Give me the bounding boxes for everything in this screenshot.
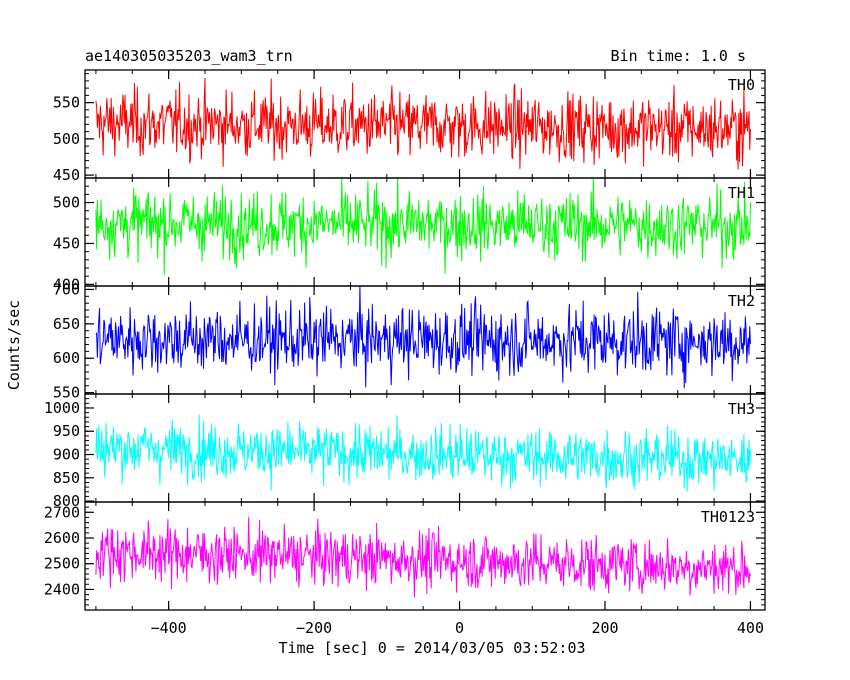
y-tick-label: 500 [53,130,80,148]
panel-label: TH1 [728,184,755,202]
y-tick-label: 2400 [44,580,80,598]
y-tick-label: 950 [53,422,80,440]
y-tick-label: 700 [53,280,80,298]
y-tick-label: 800 [53,492,80,510]
bin-time-label: Bin time: 1.0 s [611,47,746,65]
x-tick-label: −400 [151,619,187,637]
x-axis-label: Time [sec] 0 = 2014/03/05 03:52:03 [278,639,585,657]
y-tick-label: 650 [53,315,80,333]
y-tick-label: 450 [53,234,80,252]
panel-th2: 550 600 650 700 TH2 [53,280,766,402]
x-tick-label: −200 [296,619,332,637]
series-line-th0123 [95,517,751,598]
y-tick-label: 2500 [44,555,80,573]
chart-title: ae140305035203_wam3_trn [85,47,293,65]
series-line-th0 [95,77,751,170]
y-tick-label: 400 [53,275,80,293]
panel-label: TH2 [728,292,755,310]
y-tick-label: 850 [53,469,80,487]
panel-label: TH0 [728,76,755,94]
x-tick-label: 400 [737,619,764,637]
y-tick-label: 600 [53,349,80,367]
series-line-th1 [95,178,751,275]
x-axis: −400 −200 0 200 400 [151,619,764,637]
x-tick-label: 200 [591,619,618,637]
y-tick-label: 450 [53,166,80,184]
y-tick-label: 550 [53,384,80,402]
panel-label: TH0123 [701,508,755,526]
y-tick-label: 900 [53,446,80,464]
series-line-th3 [95,414,751,492]
x-tick-label: 0 [455,619,464,637]
y-tick-label: 550 [53,94,80,112]
y-tick-label: 1000 [44,399,80,417]
panel-th0123: 2400 2500 2600 2700 TH0123 [44,501,766,611]
panel-th0: 450 500 550 TH0 [53,69,766,184]
panel-label: TH3 [728,400,755,418]
panel-th1: 400 450 500 TH1 [53,177,766,293]
y-axis-label: Counts/sec [5,300,23,390]
panel-th3: 800 850 900 950 1000 TH3 [44,393,766,510]
y-tick-label: 2600 [44,529,80,547]
panels-group: 450 500 550 TH0 400 450 500 TH1 550 600 650 700 TH2 8… [44,69,766,611]
y-tick-label: 500 [53,194,80,212]
y-tick-label: 2700 [44,503,80,521]
series-line-th2 [95,286,751,389]
panel-frame [84,501,766,611]
